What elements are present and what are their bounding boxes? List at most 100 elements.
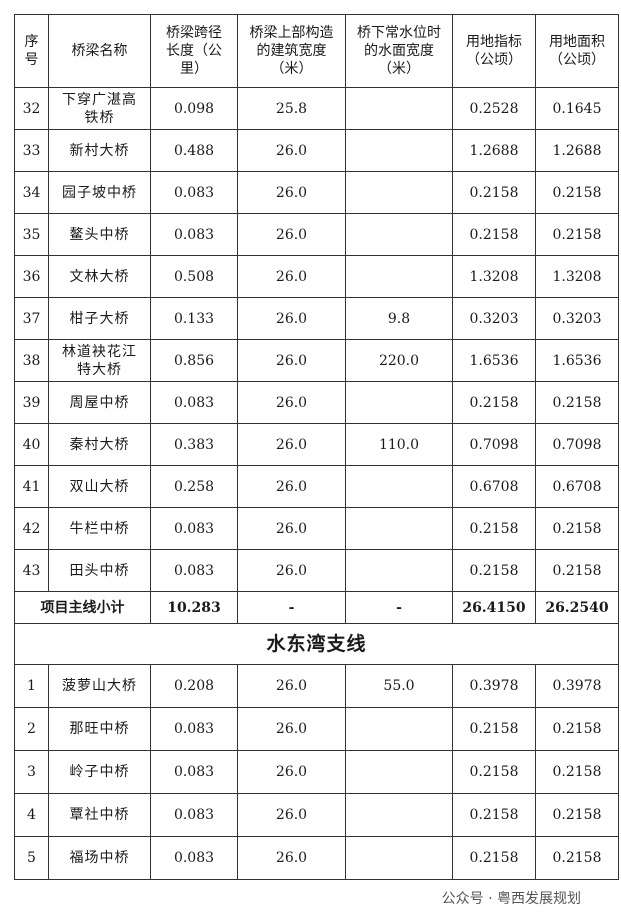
cell-name: 福场中桥: [48, 836, 151, 880]
header-area: 用地面积（公顷）: [535, 14, 619, 88]
cell-index: 0.2158: [452, 171, 536, 214]
cell-width: 26.0: [237, 339, 346, 382]
cell-length: 0.508: [150, 255, 238, 298]
cell-name: 下穿广湛高铁桥: [48, 87, 151, 130]
cell-no: 2: [14, 707, 49, 751]
cell-area: 0.2158: [535, 507, 619, 550]
cell-water: 55.0: [345, 664, 453, 708]
header-length: 桥梁跨径长度（公里）: [150, 14, 238, 88]
table-row: 41 双山大桥 0.258 26.0 0.6708 0.6708: [14, 465, 619, 508]
subtotal-row: 项目主线小计 10.283 - - 26.4150 26.2540: [14, 591, 619, 624]
cell-no: 41: [14, 465, 49, 508]
table-row: 34 园子坡中桥 0.083 26.0 0.2158 0.2158: [14, 171, 619, 214]
cell-water: [345, 255, 453, 298]
cell-name: 新村大桥: [48, 129, 151, 172]
cell-width: 26.0: [237, 750, 346, 794]
cell-name: 文林大桥: [48, 255, 151, 298]
cell-no: 40: [14, 423, 49, 466]
cell-length: 0.083: [150, 549, 238, 592]
cell-no: 36: [14, 255, 49, 298]
cell-water: [345, 129, 453, 172]
cell-name: 鳌头中桥: [48, 213, 151, 256]
cell-area: 0.2158: [535, 750, 619, 794]
cell-length: 0.208: [150, 664, 238, 708]
cell-width: 26.0: [237, 381, 346, 424]
cell-area: 0.2158: [535, 381, 619, 424]
cell-name: 菠萝山大桥: [48, 664, 151, 708]
cell-water: [345, 707, 453, 751]
cell-water: [345, 549, 453, 592]
cell-length: 0.083: [150, 707, 238, 751]
cell-length: 0.488: [150, 129, 238, 172]
cell-index: 1.2688: [452, 129, 536, 172]
cell-width: 26.0: [237, 297, 346, 340]
cell-area: 0.7098: [535, 423, 619, 466]
table-row: 5 福场中桥 0.083 26.0 0.2158 0.2158: [14, 836, 619, 880]
cell-length: 0.083: [150, 381, 238, 424]
table-row: 39 周屋中桥 0.083 26.0 0.2158 0.2158: [14, 381, 619, 424]
cell-width: 26.0: [237, 423, 346, 466]
cell-index: 1.3208: [452, 255, 536, 298]
cell-width: 26.0: [237, 213, 346, 256]
cell-area: 1.6536: [535, 339, 619, 382]
cell-no: 5: [14, 836, 49, 880]
cell-water: [345, 750, 453, 794]
cell-index: 0.2158: [452, 213, 536, 256]
subtotal-index: 26.4150: [452, 591, 536, 624]
table-row: 40 秦村大桥 0.383 26.0 110.0 0.7098 0.7098: [14, 423, 619, 466]
cell-area: 0.2158: [535, 213, 619, 256]
cell-width: 26.0: [237, 664, 346, 708]
bridge-land-table: 序号 桥梁名称 桥梁跨径长度（公里） 桥梁上部构造的建筑宽度（米） 桥下常水位时…: [14, 14, 619, 880]
cell-index: 0.2158: [452, 507, 536, 550]
cell-length: 0.098: [150, 87, 238, 130]
cell-no: 38: [14, 339, 49, 382]
cell-water: 110.0: [345, 423, 453, 466]
cell-area: 0.2158: [535, 549, 619, 592]
table-row: 2 那旺中桥 0.083 26.0 0.2158 0.2158: [14, 707, 619, 751]
header-water: 桥下常水位时的水面宽度（米）: [345, 14, 453, 88]
cell-water: [345, 507, 453, 550]
cell-length: 0.383: [150, 423, 238, 466]
cell-index: 0.2158: [452, 381, 536, 424]
table-row: 38 林道袂花江特大桥 0.856 26.0 220.0 1.6536 1.6536: [14, 339, 619, 382]
cell-index: 0.7098: [452, 423, 536, 466]
cell-index: 0.2158: [452, 836, 536, 880]
cell-width: 26.0: [237, 793, 346, 837]
cell-index: 0.2158: [452, 549, 536, 592]
cell-no: 1: [14, 664, 49, 708]
cell-width: 26.0: [237, 465, 346, 508]
cell-length: 0.856: [150, 339, 238, 382]
cell-length: 0.083: [150, 507, 238, 550]
cell-name: 牛栏中桥: [48, 507, 151, 550]
cell-name: 林道袂花江特大桥: [48, 339, 151, 382]
table-row: 1 菠萝山大桥 0.208 26.0 55.0 0.3978 0.3978: [14, 664, 619, 708]
cell-width: 26.0: [237, 707, 346, 751]
cell-index: 0.3978: [452, 664, 536, 708]
section-row: 水东湾支线: [14, 623, 619, 665]
cell-index: 0.3203: [452, 297, 536, 340]
cell-water: [345, 213, 453, 256]
cell-water: [345, 87, 453, 130]
cell-area: 0.2158: [535, 793, 619, 837]
cell-area: 0.1645: [535, 87, 619, 130]
cell-name: 园子坡中桥: [48, 171, 151, 214]
cell-width: 25.8: [237, 87, 346, 130]
subtotal-water: -: [345, 591, 453, 624]
cell-water: [345, 836, 453, 880]
cell-name: 秦村大桥: [48, 423, 151, 466]
section-title: 水东湾支线: [14, 623, 619, 665]
table-row: 43 田头中桥 0.083 26.0 0.2158 0.2158: [14, 549, 619, 592]
cell-area: 0.2158: [535, 836, 619, 880]
cell-index: 0.6708: [452, 465, 536, 508]
cell-index: 1.6536: [452, 339, 536, 382]
header-name: 桥梁名称: [48, 14, 151, 88]
cell-width: 26.0: [237, 549, 346, 592]
cell-length: 0.083: [150, 171, 238, 214]
header-no: 序号: [14, 14, 49, 88]
table-row: 32 下穿广湛高铁桥 0.098 25.8 0.2528 0.1645: [14, 87, 619, 130]
subtotal-width: -: [237, 591, 346, 624]
table-row: 3 岭子中桥 0.083 26.0 0.2158 0.2158: [14, 750, 619, 794]
table-row: 4 覃社中桥 0.083 26.0 0.2158 0.2158: [14, 793, 619, 837]
cell-water: 220.0: [345, 339, 453, 382]
table-row: 42 牛栏中桥 0.083 26.0 0.2158 0.2158: [14, 507, 619, 550]
